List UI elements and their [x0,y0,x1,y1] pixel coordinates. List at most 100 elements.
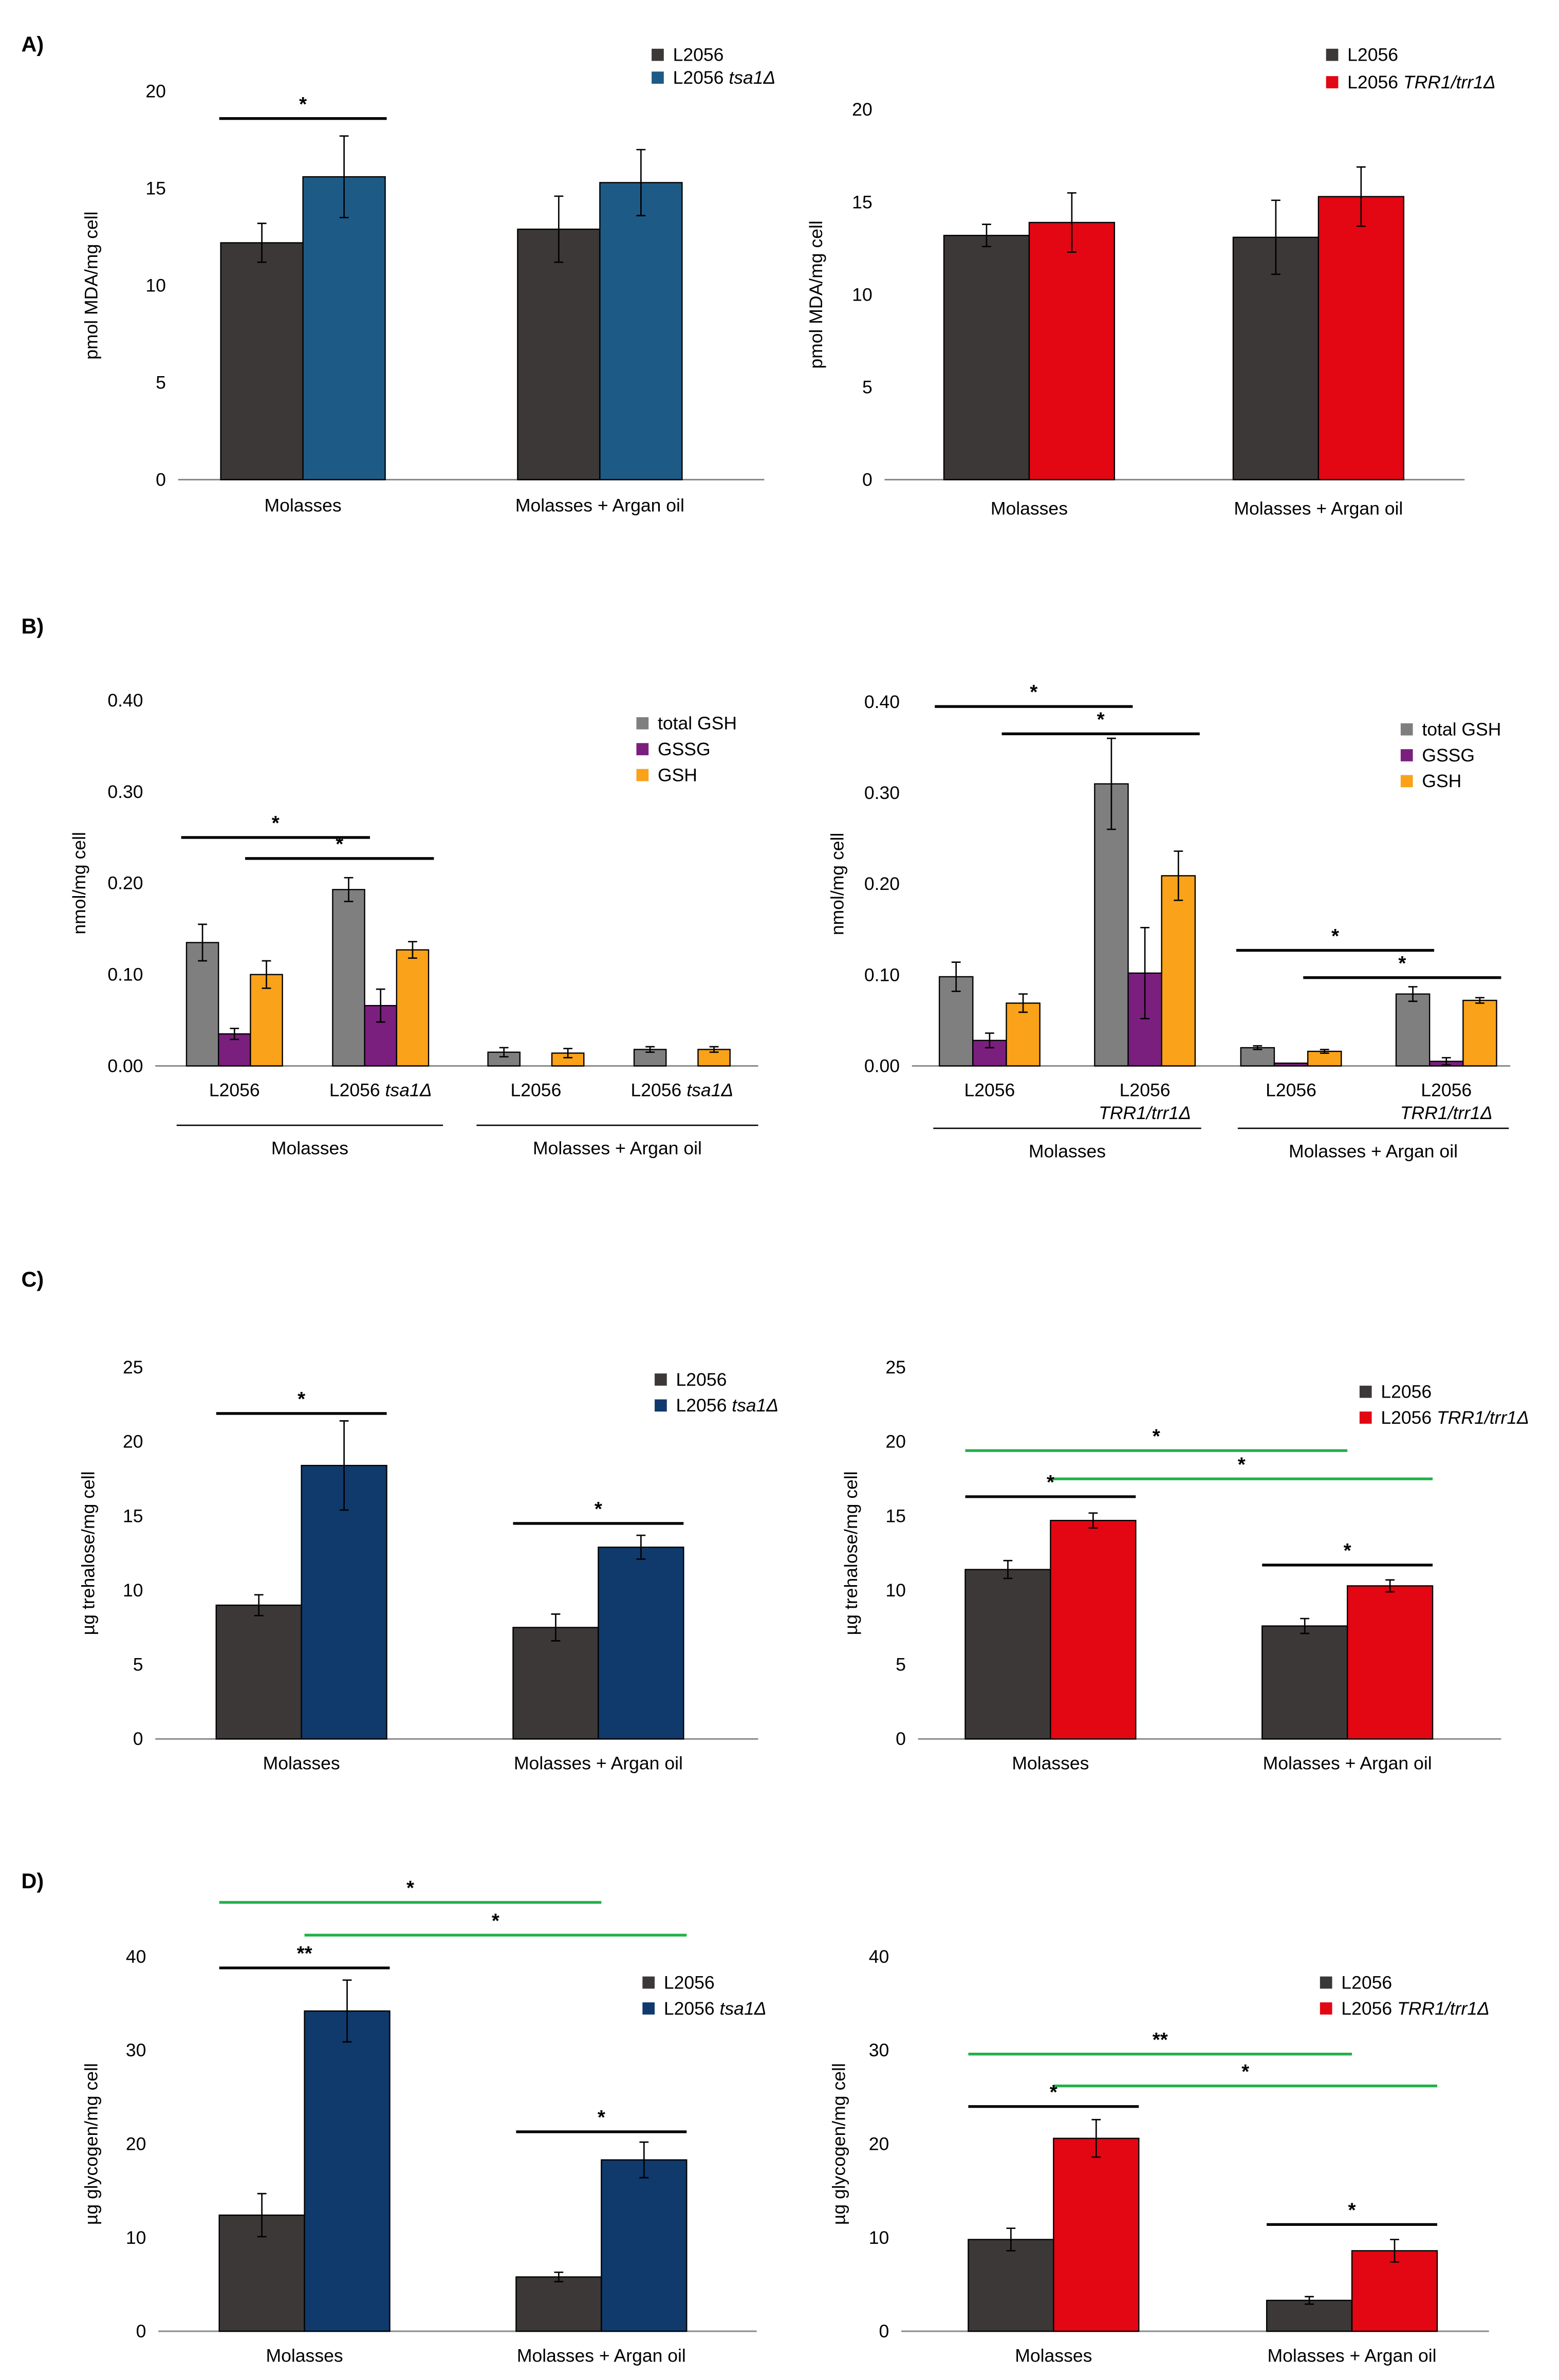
significance-marker: * [1331,925,1339,947]
legend-label: L2056 tsa1Δ [676,1395,779,1416]
legend-label: L2056 TRR1/trr1Δ [1381,1407,1529,1428]
y-tick-label: 20 [145,81,166,102]
chart-c-right: 0 5 10 15 20 25 µg trehalose/mg cell Molasses Mo… [841,1357,1529,1774]
y-axis-label: nmol/mg cell [69,832,89,935]
y-axis-label: µg glycogen/mg cell [828,2063,849,2225]
bar [250,974,283,1067]
y-tick-label: 0 [156,469,166,490]
y-tick-label: 5 [133,1654,143,1675]
significance-marker: * [272,812,280,834]
legend-swatch [1400,723,1413,736]
panel-label-d: D) [21,1869,44,1893]
significance-marker: * [492,1910,499,1932]
significance-marker: * [1238,1454,1246,1476]
legend-swatch [642,2002,655,2015]
bar [301,1464,387,1740]
significance-marker: * [1241,2061,1249,2083]
y-tick-label: 15 [145,178,166,199]
legend-swatch [636,769,649,782]
x-tick-label: TRR1/trr1Δ [1400,1103,1493,1123]
y-tick-label: 15 [123,1505,143,1526]
condition-label: Molasses + Argan oil [533,1138,702,1158]
y-tick-label: 20 [126,2134,146,2154]
x-tick-label: Molasses [263,1753,340,1774]
bar [515,2276,602,2332]
significance-marker: * [1097,709,1105,731]
bar [1346,1585,1434,1740]
legend-swatch [642,1976,655,1989]
x-tick-label: L2056 [209,1080,260,1101]
y-tick-label: 10 [885,1580,906,1601]
y-tick-label: 25 [123,1357,143,1378]
y-tick-label: 10 [852,284,873,305]
x-tick-label: L2056 [1120,1080,1171,1101]
x-tick-label: Molasses + Argan oil [514,1753,683,1774]
y-tick-label: 0.20 [864,873,900,894]
x-tick-label: Molasses + Argan oil [1263,1753,1432,1774]
y-tick-label: 5 [156,372,166,393]
condition-label: Molasses + Argan oil [1289,1141,1458,1161]
legend-label: GSH [658,765,697,785]
bar [304,2010,391,2332]
condition-label: Molasses [1029,1141,1106,1161]
y-tick-label: 0.40 [107,690,143,711]
legend-label: L2056 tsa1Δ [664,1998,767,2019]
chart-c-left: 0 5 10 15 20 25 µg trehalose/mg cell Molasses Mo… [78,1357,779,1774]
bar [1266,2299,1353,2332]
y-tick-label: 20 [852,99,873,120]
bar [599,182,683,480]
x-tick-label: L2056 tsa1Δ [630,1080,733,1101]
legend-label: L2056 TRR1/trr1Δ [1347,72,1496,92]
significance-marker: * [406,1877,414,1900]
y-tick-label: 0 [862,469,873,490]
significance-marker: * [1030,681,1037,703]
y-tick-label: 0.20 [107,873,143,894]
legend-swatch [1320,2002,1332,2015]
x-tick-label: L2056 [1421,1080,1472,1101]
legend-label: GSH [1422,771,1461,791]
y-axis-label: µg trehalose/mg cell [78,1471,99,1635]
legend-label: L2056 tsa1Δ [673,67,776,88]
legend-swatch [1326,48,1339,61]
bar [601,2159,688,2332]
legend-swatch [1359,1411,1372,1424]
legend-label: L2056 [664,1972,715,1993]
significance-marker: * [598,2107,605,2129]
bar [598,1547,684,1740]
legend-label: L2056 [1381,1382,1432,1402]
y-axis-label: pmol MDA/mg cell [81,211,102,359]
x-tick-label: L2056 [964,1080,1015,1101]
legend-swatch [636,717,649,730]
significance-marker: * [336,833,343,856]
legend-label: L2056 [673,45,724,65]
y-tick-label: 40 [126,1946,146,1967]
bar [1161,875,1196,1067]
bar [215,1604,302,1740]
y-tick-label: 15 [852,192,873,212]
bar [220,242,304,480]
significance-marker: * [298,1388,305,1410]
x-tick-label: TRR1/trr1Δ [1099,1103,1191,1123]
legend-swatch [636,743,649,755]
significance-marker: * [1348,2200,1356,2222]
significance-marker: ** [1153,2029,1168,2051]
bar [1273,1062,1309,1067]
significance-marker: * [299,94,307,116]
x-tick-label: Molasses [1012,1753,1089,1774]
y-tick-label: 5 [862,377,873,397]
bar [487,1051,521,1067]
legend-label: GSSG [658,739,711,759]
y-tick-label: 10 [126,2227,146,2248]
y-tick-label: 20 [869,2134,889,2154]
condition-label: Molasses [271,1138,348,1158]
y-axis-label: µg glycogen/mg cell [81,2063,102,2225]
bar [185,942,219,1067]
significance-marker: * [1398,953,1406,975]
bar [964,1569,1051,1740]
y-tick-label: 10 [123,1580,143,1601]
y-axis-label: µg trehalose/mg cell [841,1471,861,1635]
y-tick-label: 0.00 [107,1055,143,1076]
y-tick-label: 20 [885,1431,906,1452]
panel-label-b: B) [21,614,44,638]
